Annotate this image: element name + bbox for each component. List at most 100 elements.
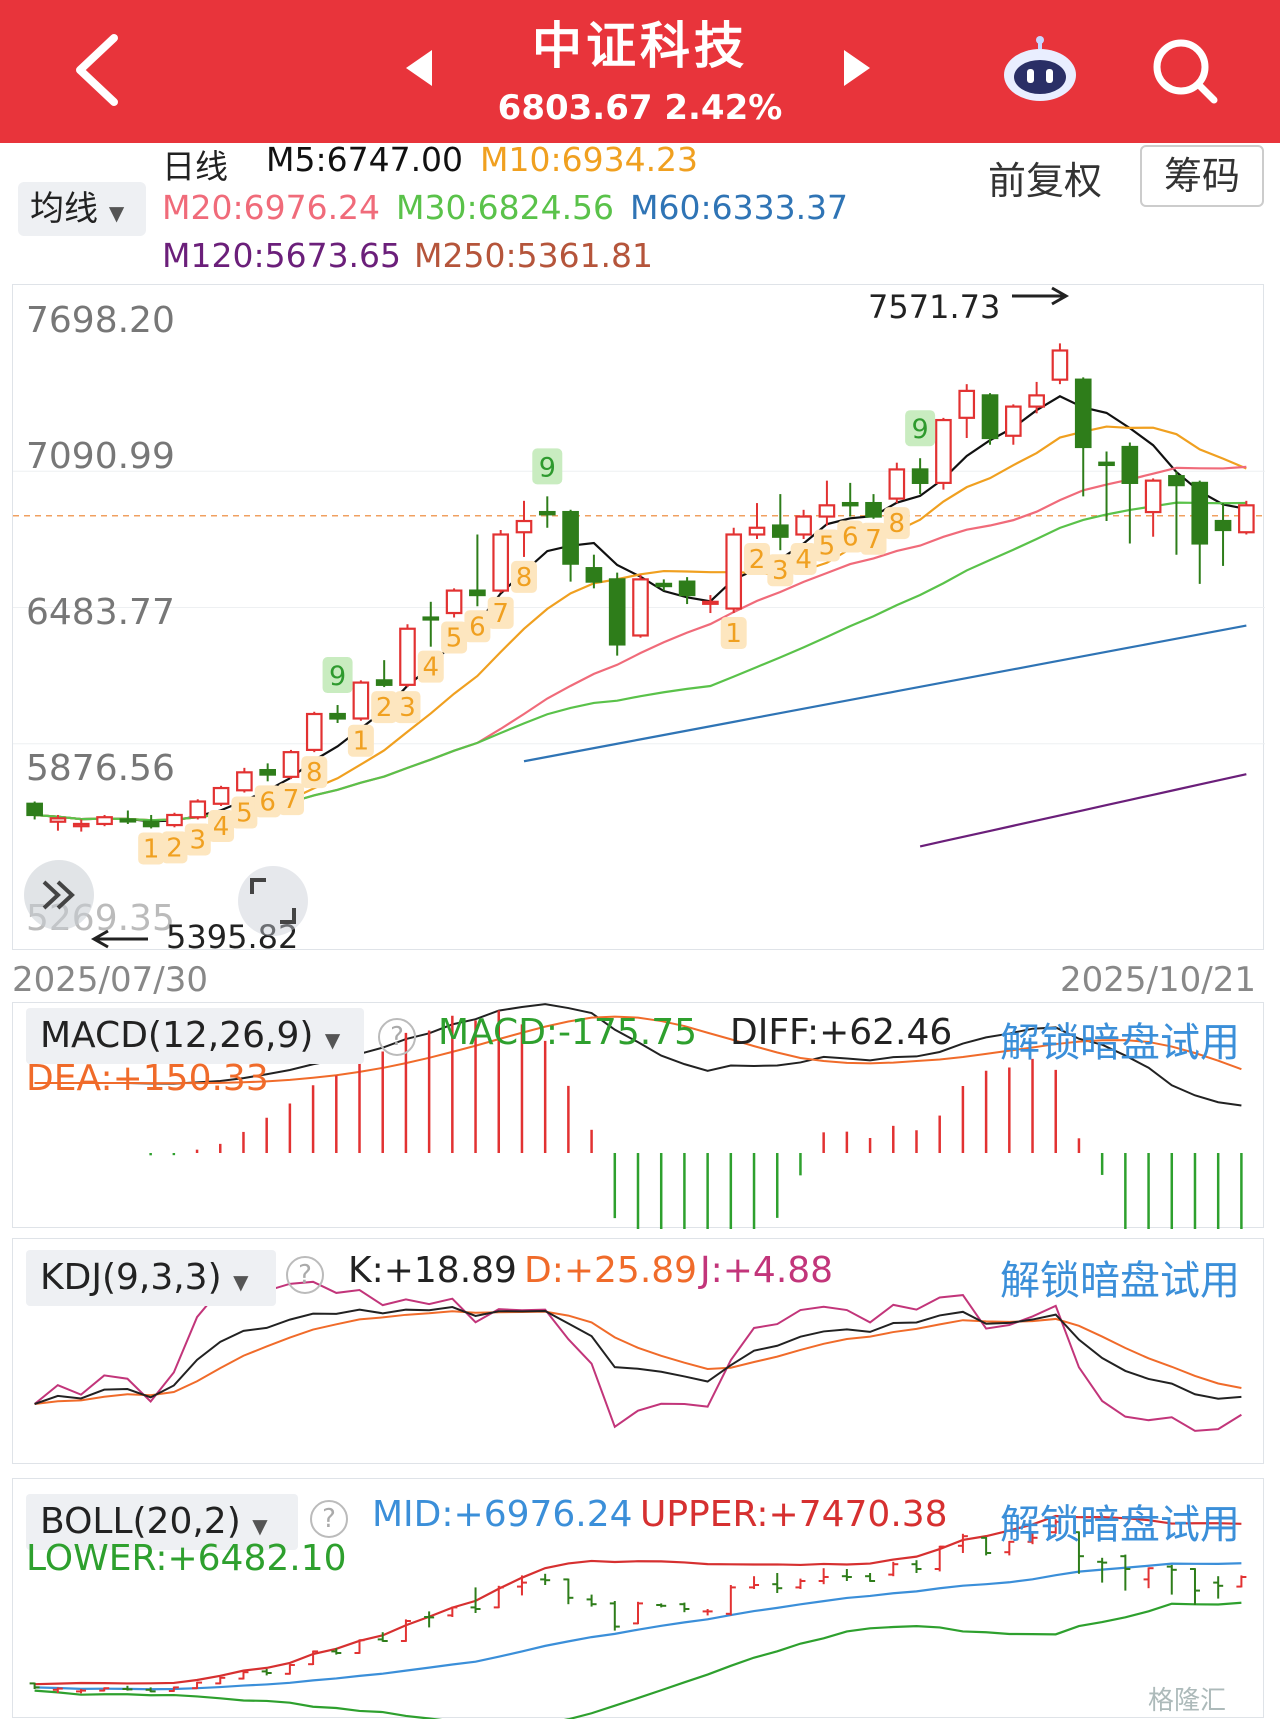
double-chevron-right-icon[interactable] [24, 860, 94, 930]
candle-body [259, 768, 276, 776]
help-icon[interactable]: ? [310, 1500, 348, 1538]
td-nine-label: 9 [329, 661, 346, 692]
td-counter-label: 4 [213, 812, 230, 842]
td-counter-label: 5 [446, 624, 463, 654]
y-label-4: 5876.56 [26, 748, 175, 789]
ma60-line [523, 624, 1247, 763]
kdj-selector[interactable]: KDJ(9,3,3) ▼ [26, 1250, 276, 1306]
watermark: 格隆汇 [1148, 1686, 1227, 1716]
boll-chart [29, 1514, 1247, 1726]
ma-selector[interactable]: 均线 ▼ [18, 182, 146, 236]
td-nine-bg [322, 657, 353, 694]
price-change: 6803.67 2.42% [440, 88, 840, 128]
ma5-value: M5:6747.00 [266, 140, 464, 179]
td-nine-bg [905, 410, 936, 447]
candle-body [1191, 481, 1209, 545]
top-bar: 中证科技 6803.67 2.42% [0, 0, 1280, 143]
period-label[interactable]: 日线 [162, 147, 228, 186]
adjust-selector[interactable]: 前复权 [988, 159, 1103, 203]
candle-body [119, 818, 137, 823]
robot-assistant-icon[interactable] [1000, 35, 1080, 105]
boll-selector[interactable]: BOLL(20,2) ▼ [26, 1494, 298, 1550]
td-counter-bg [347, 724, 374, 757]
candle-body [1098, 461, 1115, 467]
td-counter-bg [277, 783, 304, 816]
ma10-value: M10:6934.23 [480, 140, 699, 179]
low-label: 5395.82 [166, 918, 299, 956]
candle-body [329, 712, 346, 720]
macd-selector[interactable]: MACD(12,26,9) ▼ [26, 1008, 364, 1064]
candle-body [632, 578, 649, 637]
td-counter-label: 2 [166, 833, 183, 863]
unlock-dark-pool-link[interactable]: 解锁暗盘试用 [1000, 1502, 1240, 1548]
td-counter-label: 5 [236, 799, 253, 829]
candle-body [72, 822, 90, 828]
upper-band [34, 1514, 1242, 1686]
candle-body [212, 786, 230, 805]
triangle-right-icon[interactable] [842, 48, 872, 88]
candle-body [538, 510, 556, 516]
candle-body [795, 515, 812, 536]
td-nine-bg [532, 448, 563, 485]
y-label-top: 7698.20 [26, 300, 175, 341]
page-title: 中证科技 [532, 17, 748, 75]
td-counter-bg [394, 691, 421, 724]
td-counter-bg [184, 823, 211, 856]
td-counter-label: 8 [889, 509, 906, 539]
td-counter-bg [720, 617, 747, 650]
high-label: 7571.73 [868, 288, 1001, 326]
macd-value: MACD:-175.75 [438, 1012, 697, 1053]
candle-body [702, 600, 719, 605]
candle-body [771, 524, 789, 538]
candle-body [422, 616, 440, 621]
candle-body [236, 771, 253, 792]
td-counter-label: 6 [469, 612, 486, 642]
mid-value: MID:+6976.24 [372, 1494, 633, 1535]
td-counter-bg [464, 610, 491, 643]
candle-body [189, 800, 207, 819]
candle-body [981, 394, 999, 440]
candle-body [911, 468, 929, 484]
candle-body [142, 820, 160, 828]
y-label-2: 7090.99 [26, 436, 175, 477]
candle-body [1005, 405, 1022, 437]
td-counter-label: 1 [143, 834, 160, 864]
unlock-dark-pool-link[interactable]: 解锁暗盘试用 [1000, 1258, 1240, 1304]
y-label-3: 6483.77 [26, 592, 175, 633]
ma20-line [34, 465, 1247, 822]
td-counter-bg [301, 756, 328, 789]
help-icon[interactable]: ? [378, 1018, 416, 1056]
candle-body [888, 468, 906, 500]
candle-body [1238, 504, 1255, 534]
candle-body [655, 582, 673, 588]
td-counter-bg [138, 832, 165, 865]
candle-body [515, 519, 533, 534]
candle-body [1121, 445, 1139, 484]
td-counter-label: 7 [865, 525, 882, 555]
td-counter-bg [767, 554, 794, 587]
candle-body [935, 418, 952, 484]
ma250-value: M250:5361.81 [414, 236, 654, 275]
triangle-left-icon[interactable] [404, 48, 434, 88]
td-counter-label: 3 [189, 825, 206, 855]
boll-panel[interactable] [12, 1478, 1264, 1726]
last-price: 6803.67 [497, 88, 653, 128]
dea-line [34, 1015, 1242, 1085]
ma120-line [919, 773, 1247, 848]
chevron-left-icon[interactable] [70, 30, 122, 110]
chips-button[interactable]: 筹码 [1140, 145, 1264, 207]
search-icon[interactable] [1150, 36, 1220, 106]
td-nine-label: 9 [539, 452, 556, 483]
help-icon[interactable]: ? [286, 1256, 324, 1294]
diff-line [34, 1003, 1242, 1107]
candle-body [96, 816, 113, 826]
start-date: 2025/07/30 [12, 960, 208, 1000]
fullscreen-corner-icon[interactable] [238, 866, 308, 936]
lower-band [34, 1601, 1242, 1726]
candle-body [305, 712, 323, 752]
td-counter-bg [417, 650, 444, 683]
td-counter-label: 8 [306, 758, 323, 788]
unlock-dark-pool-link[interactable]: 解锁暗盘试用 [1000, 1020, 1240, 1066]
